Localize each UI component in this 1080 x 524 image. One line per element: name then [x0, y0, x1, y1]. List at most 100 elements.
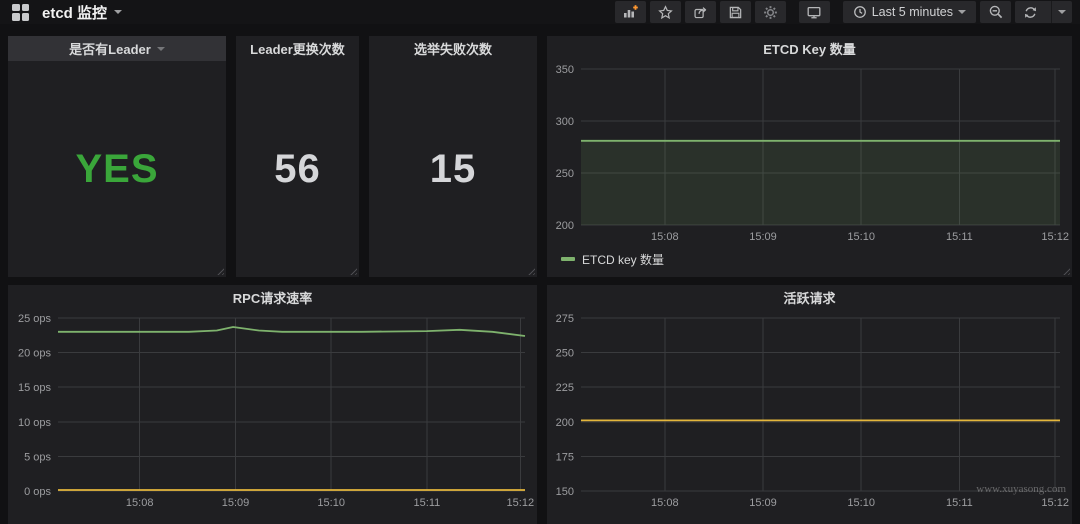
logo-square [12, 3, 20, 11]
monitor-icon [807, 6, 821, 18]
share-button[interactable] [684, 1, 716, 23]
y-tick-label: 10 ops [18, 417, 52, 429]
logo-square [12, 13, 20, 21]
save-icon [729, 6, 741, 18]
panel-resize-handle[interactable] [348, 266, 357, 275]
panel-etcd-key-count: ETCD Key 数量 200 250 300 350 15:08 15:09 15:10 1… [547, 36, 1072, 277]
star-icon [657, 4, 673, 19]
chart-plot[interactable]: 150 175 200 225 250 275 15:08 15:09 15:10 15:11 15… [547, 310, 1072, 513]
x-tick-label: 15:10 [847, 497, 875, 509]
panel-title-etcd-key-count[interactable]: ETCD Key 数量 [547, 36, 1072, 61]
top-navbar: etcd 监控 [0, 0, 1080, 24]
x-tick-label: 15:10 [317, 497, 345, 509]
singlestat-value: 56 [274, 146, 321, 191]
x-tick-label: 15:12 [507, 497, 535, 509]
legend-series-marker [561, 257, 575, 261]
y-tick-label: 200 [556, 220, 574, 232]
settings-button[interactable] [754, 1, 786, 23]
add-panel-icon [624, 5, 639, 18]
logo-square [21, 3, 29, 11]
panel-title-rpc-rate[interactable]: RPC请求速率 [8, 285, 537, 310]
grafana-logo[interactable] [12, 3, 29, 21]
y-tick-label: 20 ops [18, 348, 52, 360]
series-line [58, 326, 526, 337]
x-tick-label: 15:09 [222, 497, 250, 509]
panel-title-text: 是否有Leader [69, 42, 151, 57]
singlestat-value: YES [75, 146, 159, 191]
x-tick-label: 15:08 [651, 231, 679, 243]
dashboard-title: etcd 监控 [42, 4, 108, 22]
time-picker-button[interactable]: Last 5 minutes [842, 1, 976, 23]
refresh-icon [1024, 6, 1037, 18]
logo-square [21, 13, 29, 21]
x-tick-label: 15:12 [1041, 497, 1069, 509]
panel-title-active-requests[interactable]: 活跃请求 [547, 285, 1072, 310]
panel-title-text: 活跃请求 [783, 291, 836, 306]
panel-resize-handle[interactable] [526, 266, 535, 275]
etcd-key-chart: 200 250 300 350 15:08 15:09 15:10 15:11 15:12 [547, 61, 1072, 247]
panel-title-text: ETCD Key 数量 [763, 42, 856, 57]
panel-title-text: 选举失败次数 [413, 42, 492, 57]
singlestat-container: YES [8, 61, 226, 277]
x-tick-label: 15:11 [946, 231, 973, 243]
refresh-button[interactable] [1015, 5, 1046, 20]
y-tick-label: 350 [556, 64, 574, 76]
refresh-button-group [1015, 1, 1072, 23]
refresh-interval-dropdown[interactable] [1051, 1, 1072, 23]
caret-down-icon [114, 10, 123, 14]
panel-title-leader-changes[interactable]: Leader更换次数 [236, 36, 359, 61]
y-tick-label: 225 [556, 382, 574, 394]
share-icon [694, 6, 706, 18]
dashboard-title-dropdown[interactable]: etcd 监控 [42, 2, 123, 23]
panel-title-has-leader[interactable]: 是否有Leader [8, 36, 226, 61]
panel-has-leader: 是否有Leader YES [8, 36, 226, 277]
cycle-view-button[interactable] [798, 1, 830, 23]
zoom-out-button[interactable] [980, 1, 1011, 23]
x-tick-label: 15:11 [414, 497, 441, 509]
y-tick-label: 5 ops [24, 451, 51, 463]
y-tick-label: 250 [556, 168, 574, 180]
add-panel-button[interactable] [614, 1, 646, 23]
caret-down-icon [1058, 10, 1066, 14]
x-tick-label: 15:08 [651, 497, 679, 509]
panel-leader-changes: Leader更换次数 56 [236, 36, 359, 277]
y-tick-label: 300 [556, 116, 574, 128]
caret-down-icon [156, 46, 165, 51]
y-tick-label: 15 ops [18, 382, 52, 394]
y-tick-label: 175 [556, 451, 574, 463]
x-tick-label: 15:12 [1041, 231, 1069, 243]
clock-icon [853, 6, 866, 18]
x-tick-label: 15:08 [126, 497, 154, 509]
panel-rpc-rate: RPC请求速率 0 ops 5 ops 10 ops 15 ops 20 ops 25 o… [8, 285, 537, 524]
panel-title-election-failures[interactable]: 选举失败次数 [369, 36, 537, 61]
time-range-label: Last 5 minutes [871, 5, 953, 19]
panel-title-text: RPC请求速率 [232, 291, 313, 306]
panel-resize-handle[interactable] [1061, 266, 1070, 275]
singlestat-container: 56 [236, 61, 359, 277]
zoom-out-icon [989, 5, 1002, 19]
chart-plot[interactable]: 0 ops 5 ops 10 ops 15 ops 20 ops 25 ops 15:08 1… [8, 310, 537, 513]
caret-down-icon [958, 10, 966, 14]
chart-plot[interactable]: 200 250 300 350 15:08 15:09 15:10 15:11 15:12 [547, 61, 1072, 247]
y-tick-label: 0 ops [24, 486, 51, 498]
y-tick-label: 250 [556, 348, 574, 360]
y-tick-label: 25 ops [18, 313, 52, 325]
panel-title-text: Leader更换次数 [250, 42, 345, 57]
x-tick-label: 15:09 [749, 497, 777, 509]
chart-legend: ETCD key 数量 [547, 247, 1072, 271]
series-fill [581, 140, 1060, 225]
y-tick-label: 275 [556, 313, 574, 325]
x-tick-label: 15:11 [946, 497, 973, 509]
y-tick-label: 200 [556, 417, 574, 429]
panel-resize-handle[interactable] [215, 266, 224, 275]
x-tick-label: 15:09 [749, 231, 777, 243]
rpc-rate-chart: 0 ops 5 ops 10 ops 15 ops 20 ops 25 ops 15:08 1… [8, 310, 537, 513]
legend-series-label[interactable]: ETCD key 数量 [582, 252, 665, 267]
panel-active-requests: 活跃请求 150 175 200 225 250 275 15:08 15:09 15:10 15… [547, 285, 1072, 524]
save-button[interactable] [719, 1, 751, 23]
singlestat-container: 15 [369, 61, 537, 277]
dashboard-grid: 是否有Leader YES Leader更换次数 56 选举失败次数 15 [0, 24, 1080, 524]
x-tick-label: 15:10 [847, 231, 875, 243]
star-button[interactable] [649, 1, 681, 23]
gear-icon [763, 5, 777, 19]
